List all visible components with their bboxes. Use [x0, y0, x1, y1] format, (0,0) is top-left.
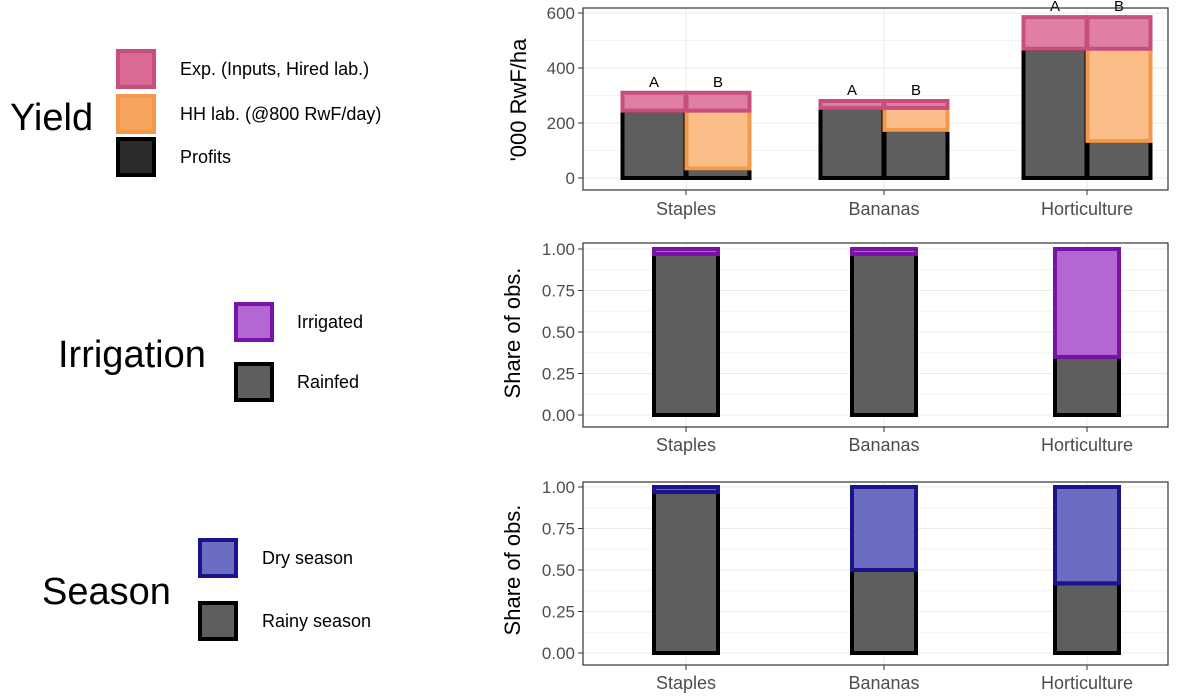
- y-tick-label: 0.00: [542, 644, 575, 663]
- bar-bananas-A: A: [818, 82, 886, 180]
- legend-key: [198, 538, 238, 578]
- chart-panel-2: 0.00 0.25 0.50 0.75 1.00 Staples Bananas Hortic…: [500, 240, 1169, 455]
- bar-bananas: [850, 485, 918, 655]
- bar-segment-rainfed: [850, 251, 918, 417]
- legend-label: HH lab. (@800 RwF/day): [180, 104, 381, 124]
- y-tick-label: 0.50: [542, 561, 575, 580]
- y-tick-label: 200: [547, 114, 575, 133]
- bar-annotation-label: A: [847, 82, 857, 99]
- legend-key: [116, 137, 156, 177]
- bar-segment-hh-labour: [1085, 46, 1153, 143]
- bar-segment-profits: [1021, 46, 1089, 180]
- y-tick-label: 400: [547, 59, 575, 78]
- bar-bananas-B: B: [882, 82, 950, 180]
- bar-segment-dry-season: [652, 485, 720, 494]
- bar-segment-rainy-season: [1053, 581, 1121, 656]
- bar-segment-rainy-season: [850, 568, 918, 655]
- chart-panel-1: 0 200 400 600 Staples Bananas Horticulture '000…: [506, 0, 1169, 219]
- bar-segment-dry-season: [850, 485, 918, 572]
- y-tick-label: 1.00: [542, 478, 575, 497]
- bar-staples: [652, 485, 720, 656]
- y-tick-label: 0.50: [542, 323, 575, 342]
- bar-segment-irrigated: [850, 247, 918, 256]
- bar-horticulture-A: A: [1021, 0, 1089, 180]
- y-tick-label: 0.25: [542, 365, 575, 384]
- legend-title: Season: [42, 571, 171, 613]
- bar-segment-hh-labour: [684, 108, 752, 171]
- bar-horticulture-B: B: [1085, 0, 1153, 180]
- y-axis-title: '000 RwF/ha: [506, 38, 531, 162]
- panels: 0 200 400 600 Staples Bananas Horticulture '000…: [500, 0, 1169, 693]
- bar-staples: [652, 247, 720, 417]
- y-tick-label: 600: [547, 4, 575, 23]
- legend-season: Season Dry season Rainy season: [42, 538, 371, 641]
- x-tick-label: Bananas: [848, 435, 919, 455]
- bar-segment-profits: [620, 108, 688, 180]
- legend-key: [116, 49, 156, 89]
- legend-key: [234, 362, 274, 402]
- x-tick-label: Horticulture: [1041, 673, 1133, 693]
- x-tick-label: Horticulture: [1041, 435, 1133, 455]
- bar-annotation-label: B: [911, 82, 921, 99]
- bar-segment-irrigated: [1053, 247, 1121, 359]
- y-tick-label: 1.00: [542, 240, 575, 259]
- legend-key: [234, 302, 274, 342]
- panel-border: [582, 7, 1169, 191]
- legend-label: Exp. (Inputs, Hired lab.): [180, 59, 369, 79]
- y-tick-label: 0.75: [542, 520, 575, 539]
- bar-segment-expenses: [684, 90, 752, 113]
- bar-segment-expenses: [882, 99, 950, 110]
- legends: Yield Exp. (Inputs, Hired lab.) HH lab. (@…: [10, 49, 381, 641]
- legend-label: Profits: [180, 147, 231, 167]
- bar-horticulture: [1053, 247, 1121, 417]
- bar-segment-profits: [1085, 138, 1153, 180]
- bar-segment-rainfed: [652, 251, 720, 417]
- legend-irrigation: Irrigation Irrigated Rainfed: [58, 302, 363, 402]
- bar-segment-expenses: [620, 90, 688, 113]
- panel-border: [582, 242, 1169, 428]
- y-tick-label: 0.75: [542, 282, 575, 301]
- legend-title: Yield: [10, 97, 93, 139]
- y-tick-label: 0.00: [542, 406, 575, 425]
- legend-label: Rainy season: [262, 611, 371, 631]
- bar-annotation-label: A: [649, 74, 659, 91]
- bar-annotation-label: B: [713, 74, 723, 91]
- y-axis-title: Share of obs.: [500, 268, 525, 399]
- bar-bananas: [850, 247, 918, 417]
- legend-label: Dry season: [262, 548, 353, 568]
- x-tick-label: Bananas: [848, 199, 919, 219]
- legend-label: Rainfed: [297, 372, 359, 392]
- bar-segment-expenses: [1021, 15, 1089, 51]
- legend-key: [198, 601, 238, 641]
- x-tick-label: Staples: [656, 199, 716, 219]
- chart-panel-3: 0.00 0.25 0.50 0.75 1.00 Staples Bananas Hortic…: [500, 478, 1169, 693]
- y-tick-label: 0.25: [542, 603, 575, 622]
- legend-key: [116, 94, 156, 134]
- x-tick-label: Horticulture: [1041, 199, 1133, 219]
- bar-staples-A: A: [620, 74, 688, 180]
- x-tick-label: Bananas: [848, 673, 919, 693]
- panel-border: [582, 481, 1169, 666]
- y-axis-title: Share of obs.: [500, 505, 525, 636]
- bar-staples-B: B: [684, 74, 752, 180]
- bar-segment-rainfed: [1053, 354, 1121, 417]
- bar-segment-hh-labour: [882, 105, 950, 132]
- x-tick-label: Staples: [656, 673, 716, 693]
- bar-segment-expenses: [818, 99, 886, 110]
- bar-segment-dry-season: [1053, 485, 1121, 586]
- legend-label: Irrigated: [297, 312, 363, 332]
- bar-segment-expenses: [1085, 15, 1153, 51]
- y-tick-label: 0: [566, 169, 575, 188]
- legend-title: Irrigation: [58, 334, 206, 376]
- bar-segment-irrigated: [652, 247, 720, 256]
- legend-yield: Yield Exp. (Inputs, Hired lab.) HH lab. (@…: [10, 49, 381, 177]
- bar-segment-profits: [818, 105, 886, 180]
- bar-segment-rainy-season: [652, 489, 720, 656]
- x-tick-label: Staples: [656, 435, 716, 455]
- bar-segment-profits: [882, 127, 950, 180]
- bar-horticulture: [1053, 485, 1121, 656]
